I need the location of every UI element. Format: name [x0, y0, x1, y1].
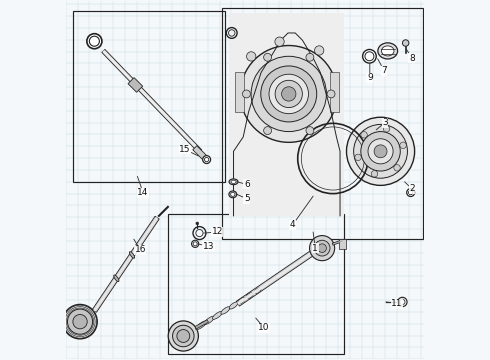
Circle shape — [63, 305, 97, 339]
Circle shape — [400, 300, 405, 305]
Circle shape — [394, 165, 400, 171]
Circle shape — [240, 45, 337, 142]
Circle shape — [318, 244, 326, 252]
Circle shape — [327, 90, 335, 98]
Circle shape — [374, 145, 387, 158]
Circle shape — [315, 46, 324, 55]
Polygon shape — [237, 249, 318, 305]
Text: 10: 10 — [256, 318, 270, 332]
Ellipse shape — [193, 242, 197, 246]
Ellipse shape — [87, 34, 102, 49]
Polygon shape — [236, 248, 318, 306]
Text: 1: 1 — [313, 232, 318, 253]
Circle shape — [73, 315, 87, 329]
Ellipse shape — [231, 180, 236, 183]
Circle shape — [310, 235, 335, 261]
Circle shape — [402, 40, 409, 46]
Text: 11: 11 — [386, 299, 402, 308]
Text: 15: 15 — [179, 145, 198, 156]
Ellipse shape — [231, 192, 235, 196]
Text: 7: 7 — [378, 59, 387, 75]
Ellipse shape — [409, 190, 413, 195]
Circle shape — [261, 66, 317, 122]
Ellipse shape — [221, 307, 230, 314]
Ellipse shape — [238, 297, 245, 304]
Ellipse shape — [129, 252, 135, 258]
Circle shape — [282, 87, 296, 101]
Polygon shape — [92, 216, 159, 312]
Circle shape — [243, 90, 250, 98]
Ellipse shape — [114, 275, 119, 282]
Ellipse shape — [365, 52, 374, 61]
Circle shape — [196, 222, 199, 225]
Ellipse shape — [203, 156, 211, 163]
Text: 2: 2 — [405, 182, 415, 193]
Text: 13: 13 — [197, 242, 214, 251]
Text: 4: 4 — [290, 196, 313, 229]
Ellipse shape — [204, 316, 215, 324]
Polygon shape — [102, 49, 202, 153]
Circle shape — [361, 132, 368, 138]
Circle shape — [306, 53, 314, 61]
Bar — [339, 239, 346, 249]
Ellipse shape — [229, 191, 237, 198]
Circle shape — [361, 132, 400, 171]
Circle shape — [346, 117, 415, 185]
Polygon shape — [128, 78, 143, 92]
Ellipse shape — [196, 321, 207, 330]
Ellipse shape — [229, 179, 238, 185]
Text: 6: 6 — [237, 180, 250, 189]
Circle shape — [177, 329, 190, 342]
Ellipse shape — [381, 46, 394, 56]
Circle shape — [68, 309, 93, 334]
Bar — [229, 13, 343, 216]
Ellipse shape — [254, 288, 261, 293]
Text: 3: 3 — [376, 118, 388, 130]
Circle shape — [400, 142, 406, 149]
Text: 5: 5 — [237, 194, 250, 203]
Bar — [73, 12, 225, 182]
Circle shape — [264, 53, 271, 61]
Polygon shape — [102, 50, 201, 152]
Polygon shape — [193, 146, 209, 162]
Circle shape — [371, 171, 378, 177]
Circle shape — [246, 52, 256, 61]
Ellipse shape — [204, 157, 209, 162]
Circle shape — [398, 297, 407, 307]
Ellipse shape — [407, 189, 415, 197]
Text: 8: 8 — [406, 49, 415, 63]
Polygon shape — [94, 217, 158, 311]
Text: 12: 12 — [204, 228, 223, 237]
Bar — [221, 8, 422, 239]
Ellipse shape — [378, 43, 397, 59]
Circle shape — [306, 127, 314, 135]
Circle shape — [275, 37, 284, 46]
Ellipse shape — [192, 240, 199, 247]
Circle shape — [368, 139, 393, 164]
Circle shape — [269, 74, 309, 114]
Text: 16: 16 — [134, 239, 146, 255]
Circle shape — [172, 325, 194, 347]
Ellipse shape — [246, 293, 253, 299]
Text: 14: 14 — [137, 176, 149, 197]
Text: 9: 9 — [367, 63, 373, 82]
Circle shape — [354, 125, 408, 178]
Ellipse shape — [363, 49, 376, 63]
Ellipse shape — [213, 311, 222, 319]
Circle shape — [355, 154, 361, 161]
Bar — [330, 72, 339, 112]
Ellipse shape — [229, 302, 238, 309]
Ellipse shape — [89, 36, 99, 46]
Circle shape — [251, 56, 326, 132]
Circle shape — [264, 127, 271, 135]
Circle shape — [275, 80, 302, 108]
Bar — [168, 214, 343, 354]
Circle shape — [314, 240, 330, 256]
Circle shape — [168, 321, 198, 351]
Circle shape — [383, 126, 390, 132]
Bar — [235, 72, 244, 112]
